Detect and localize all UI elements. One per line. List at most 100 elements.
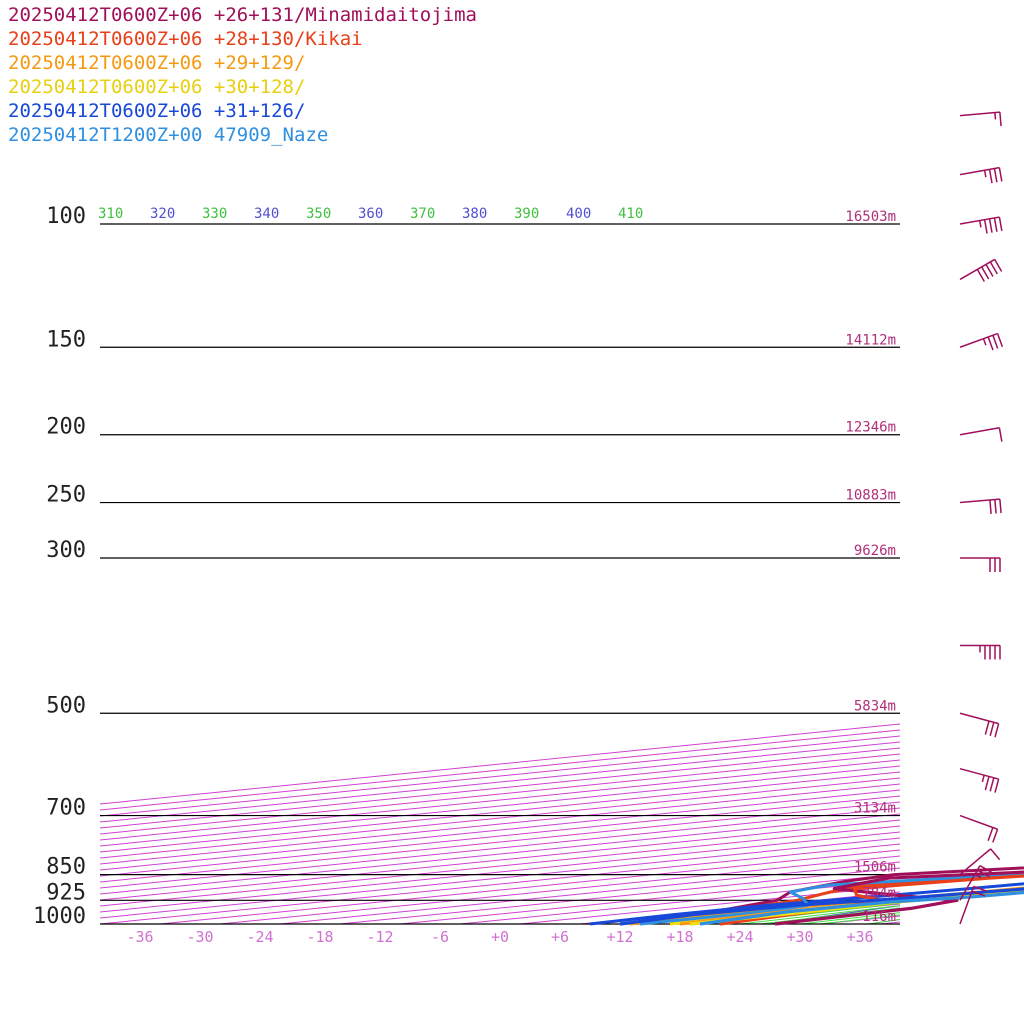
wind-barb-staff <box>959 767 999 780</box>
height-label: 1506m <box>854 860 896 876</box>
pressure-label: 300 <box>46 538 86 563</box>
wind-barb-flag <box>984 720 990 735</box>
wind-barb <box>959 498 1002 514</box>
sounding-line <box>689 889 1024 926</box>
pressure-label: 100 <box>46 204 86 229</box>
wind-barb-flag <box>984 776 990 791</box>
theta-label: 330 <box>202 206 227 222</box>
isotherm-line <box>100 735 900 817</box>
wind-barb-flag <box>989 722 995 737</box>
pressure-label: 925 <box>46 880 86 905</box>
height-label: 12346m <box>845 420 896 436</box>
wind-barb-flag <box>979 865 993 874</box>
pressure-label: 200 <box>46 415 86 440</box>
wind-barb-staff <box>959 427 1000 436</box>
isotherm-line <box>879 921 900 924</box>
wind-barb-flag <box>998 167 1003 182</box>
legend-entry-kikai: 20250412T0600Z+06 +28+130/Kikai <box>8 28 363 50</box>
legend-entry-30-128: 20250412T0600Z+06 +30+128/ <box>8 76 306 98</box>
legend-entry-naze: 20250412T1200Z+00 47909_Naze <box>8 124 329 146</box>
wind-barb-staff <box>959 111 1000 117</box>
theta-label: 370 <box>410 206 435 222</box>
wind-barb-staff <box>959 865 981 901</box>
wind-barb-half-flag <box>978 220 982 228</box>
isotherm-line <box>100 765 900 847</box>
height-labels: 16503m 14112m 12346m 10883m 9626m 5834m 3134m 1… <box>845 209 896 925</box>
wind-barb-staff <box>959 848 992 876</box>
x-tick-label: -12 <box>366 928 393 946</box>
wind-barb-half-flag <box>994 112 997 120</box>
wind-barb <box>960 557 1001 572</box>
isotherm-grid <box>100 13 1024 924</box>
wind-barb <box>959 848 1001 876</box>
wind-barb-staff <box>959 166 1000 176</box>
wind-barb-flag <box>999 112 1002 127</box>
wind-barb <box>959 258 1003 282</box>
legend: 20250412T0600Z+06 +26+131/Minamidaitojim… <box>8 4 477 148</box>
dry-adiabat-line <box>969 224 1024 924</box>
legend-entry-minamidaitojima: 20250412T0600Z+06 +26+131/Minamidaitojim… <box>8 4 477 26</box>
sounding-line <box>679 890 1024 926</box>
isotherm-line <box>940 13 1024 924</box>
wind-barb-flag <box>981 266 990 280</box>
pressure-label: 250 <box>46 483 86 508</box>
wind-barb <box>959 865 993 901</box>
height-label: 16503m <box>845 209 896 225</box>
isotherm-line <box>100 783 900 865</box>
x-tick-label: +36 <box>846 928 873 946</box>
pressure-label: 500 <box>46 693 86 718</box>
height-label: 5834m <box>854 698 896 714</box>
sounding-line <box>719 874 1024 926</box>
wind-barb-staff <box>959 886 975 925</box>
wind-barb <box>959 767 1000 793</box>
sounding-line <box>589 882 1024 926</box>
isotherm-line <box>100 729 900 811</box>
pressure-label: 850 <box>46 855 86 880</box>
x-tick-label: -18 <box>306 928 333 946</box>
sounding-line <box>679 866 1024 926</box>
dry-adiabat-line <box>868 919 900 924</box>
isotherm-line <box>100 741 900 823</box>
x-tick-label: -36 <box>126 928 153 946</box>
sounding-series <box>589 866 1024 926</box>
wind-barb-flag <box>973 885 988 892</box>
wind-barb <box>959 166 1003 184</box>
wind-barb-flag <box>988 218 993 233</box>
wind-barb-flag <box>987 827 994 841</box>
x-tick-label: -6 <box>431 928 449 946</box>
height-label: 14112m <box>845 332 896 348</box>
height-label: 3134m <box>854 801 896 817</box>
wind-barb-flag <box>989 777 995 792</box>
wind-barb <box>959 885 988 925</box>
theta-label: 310 <box>98 206 123 222</box>
theta-label: 350 <box>306 206 331 222</box>
pressure-label: 1000 <box>33 904 86 929</box>
wind-barb-flag <box>985 264 994 277</box>
theta-label: 320 <box>150 206 175 222</box>
theta-label: 340 <box>254 206 279 222</box>
wind-barb-half-flag <box>982 338 987 346</box>
x-tick-label: +0 <box>491 928 509 946</box>
isotherm-line <box>639 897 900 924</box>
isotherm-line <box>100 771 900 853</box>
wind-barb-half-flag <box>981 774 985 783</box>
wind-barb-flag <box>996 333 1004 347</box>
height-label: 116m <box>862 909 896 925</box>
wind-barb <box>959 814 999 843</box>
wind-barb-flag <box>987 336 994 351</box>
theta-label: 410 <box>618 206 643 222</box>
wind-barb-flag <box>994 778 1000 793</box>
theta-labels: 310 320 330 340 350 360 370 380 390 400 410 <box>98 206 643 222</box>
wind-barb-flag <box>990 848 1001 861</box>
wind-barb-flag <box>992 828 999 843</box>
sounding-line <box>639 873 1024 926</box>
wind-barb-staff <box>959 498 1000 504</box>
wind-barb-flag <box>989 499 992 514</box>
wind-barb-flag <box>998 427 1003 442</box>
wind-barb-flag <box>983 219 988 234</box>
legend-entry-31-126: 20250412T0600Z+06 +31+126/ <box>8 100 306 122</box>
isotherm-line <box>1000 13 1024 924</box>
height-label: 784m <box>862 885 896 901</box>
